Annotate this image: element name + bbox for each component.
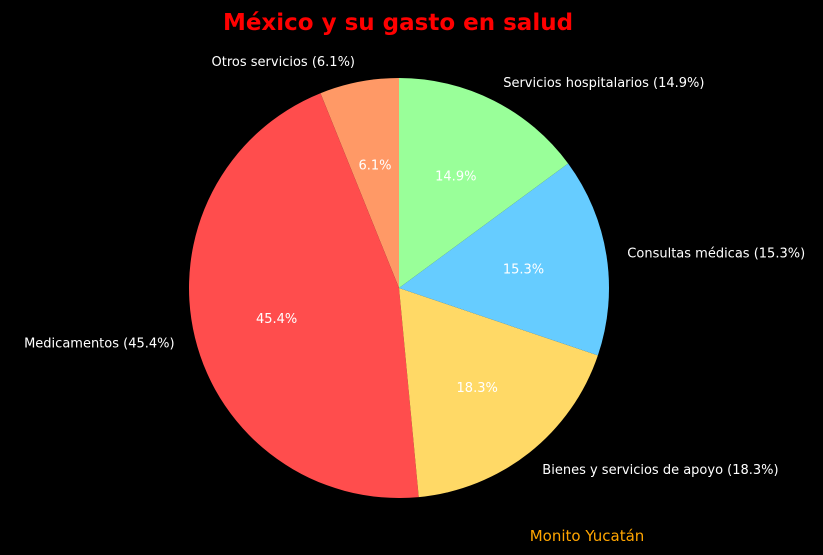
pie-slice-servicios-hospitalarios xyxy=(399,78,569,288)
chart-title: México y su gasto en salud xyxy=(223,10,573,36)
pie-slice-medicamentos xyxy=(189,93,419,499)
outer-label-otros-servicios: Otros servicios (6.1%) xyxy=(212,55,355,70)
percentage-labels: 6.1% 45.4% 18.3% 15.3% 14.9% xyxy=(256,158,544,395)
pct-label-otros-servicios: 6.1% xyxy=(358,158,391,173)
pct-label-bienes-y-servicios-de-apoyo: 18.3% xyxy=(457,381,498,396)
pie-slice-otros-servicios xyxy=(320,78,399,288)
pct-label-servicios-hospitalarios: 14.9% xyxy=(435,170,476,185)
pct-label-consultas-medicas: 15.3% xyxy=(503,263,544,278)
pct-label-medicamentos: 45.4% xyxy=(256,312,297,327)
outer-label-consultas-medicas: Consultas médicas (15.3%) xyxy=(627,247,805,262)
slice-name-labels: Otros servicios (6.1%) Medicamentos (45.4… xyxy=(24,55,805,478)
outer-label-medicamentos: Medicamentos (45.4%) xyxy=(24,337,175,352)
pie-slice-consultas-medicas xyxy=(399,163,609,356)
credit-text: Monito Yucatán xyxy=(530,527,645,545)
outer-label-bienes-y-servicios-de-apoyo: Bienes y servicios de apoyo (18.3%) xyxy=(542,463,778,478)
pie-slice-bienes-y-servicios-de-apoyo xyxy=(399,288,598,498)
pie-slices xyxy=(189,78,609,499)
outer-label-servicios-hospitalarios: Servicios hospitalarios (14.9%) xyxy=(503,76,704,91)
